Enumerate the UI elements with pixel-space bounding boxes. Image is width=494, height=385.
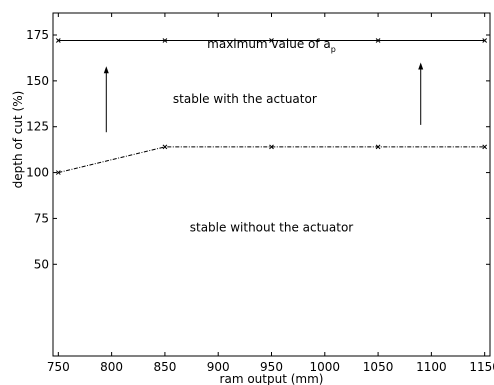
up-arrow-head [103,66,109,74]
series-point-marker [375,144,381,150]
y-tick-label: 75 [34,211,49,225]
y-axis-label: depth of cut (%) [11,91,25,189]
series-point-marker [162,38,168,43]
annotation-stable-with-actuator: stable with the actuator [173,92,317,106]
series-point-marker [269,38,274,43]
y-axis-ticks: 50 75 100 125 150 175 [26,28,490,271]
y-tick-label: 100 [26,166,49,180]
series-point-marker [482,144,488,150]
series-point-marker [375,38,381,43]
series-point-marker [162,144,168,150]
up-arrow-head [418,62,424,70]
series-point-marker [482,38,488,43]
x-tick-label: 850 [153,360,176,374]
x-tick-label: 1000 [310,360,341,374]
series-layer [55,38,488,175]
series-point-marker [269,144,274,150]
annotation-max-value: maximum value of ap [207,37,336,54]
x-tick-label: 750 [47,360,70,374]
plot-frame [52,12,491,357]
x-tick-label: 1050 [363,360,394,374]
y-tick-label: 125 [26,120,49,134]
x-tick-label: 1100 [416,360,447,374]
annotation-stable-without-actuator: stable without the actuator [190,221,354,235]
x-tick-label: 900 [207,360,230,374]
y-tick-label: 175 [26,28,49,42]
series-point-marker [55,170,61,175]
x-tick-label: 1150 [469,360,494,374]
annotation-arrows [103,62,424,133]
y-tick-label: 50 [34,257,49,271]
x-tick-label: 800 [100,360,123,374]
series-point-marker [55,38,61,43]
y-tick-label: 150 [26,74,49,88]
x-tick-label: 950 [260,360,283,374]
x-axis-label: ram output (mm) [220,372,324,385]
x-axis-ticks: 750 800 850 900 950 1000 1050 1100 1150 [47,13,494,374]
